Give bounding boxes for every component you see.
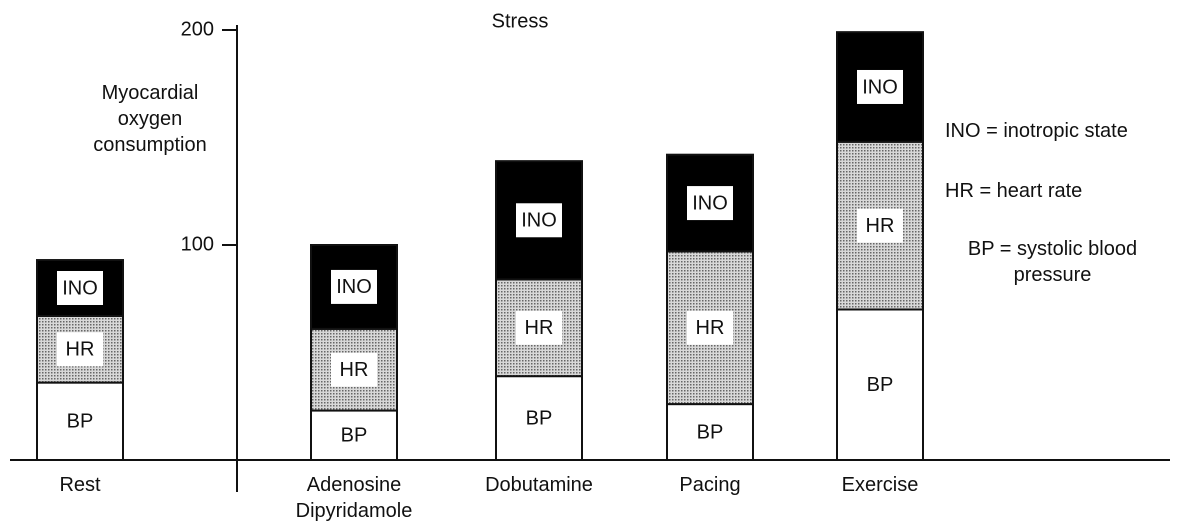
segment-label: BP: [526, 407, 553, 429]
segment-label: HR: [66, 339, 95, 361]
segment-label-box: [57, 271, 103, 305]
legend-entry: BP = systolic blood pressure: [967, 238, 1138, 286]
segment-label-box: [687, 186, 733, 221]
legend-entry: HR = heart rate: [945, 180, 1083, 202]
segment-label-box: [57, 332, 103, 367]
segment-label-box: [516, 203, 562, 238]
segment-label: BP: [67, 411, 94, 433]
x-tick-label: Rest: [59, 474, 101, 496]
y-axis-label: Myocardial oxygen consumption: [93, 82, 207, 156]
segment-label-box: [516, 310, 562, 345]
segment-label: HR: [696, 317, 725, 339]
segment-label-box: [857, 69, 903, 104]
segment-label-box: [687, 310, 733, 345]
segment-label: BP: [697, 421, 724, 443]
segment-label: INO: [62, 277, 98, 299]
segment-label: HR: [340, 359, 369, 381]
y-tick-label: 200: [181, 18, 214, 40]
segment-label-box: [331, 418, 377, 453]
segment-label: INO: [521, 210, 557, 232]
x-tick-label: Exercise: [841, 474, 919, 496]
segment-label-box: [516, 401, 562, 436]
segment-label: BP: [867, 374, 894, 396]
x-tick-label: Dobutamine: [485, 474, 593, 496]
x-tick-label: Adenosine Dipyridamole: [295, 474, 413, 522]
segment-label: INO: [862, 76, 898, 98]
x-tick-label: Pacing: [679, 474, 741, 496]
y-tick-label: 100: [181, 233, 214, 255]
segment-label-box: [331, 269, 377, 304]
legend-entry: INO = inotropic state: [945, 120, 1128, 142]
segment-label-box: [57, 404, 103, 439]
segment-label: INO: [692, 192, 728, 214]
segment-label-box: [857, 208, 903, 243]
segment-label: HR: [866, 215, 895, 237]
segment-label-box: [331, 352, 377, 387]
segment-label: INO: [336, 276, 372, 298]
annotation: Stress: [492, 10, 549, 32]
segment-label-box: [857, 367, 903, 402]
segment-label: BP: [341, 425, 368, 447]
segment-label: HR: [525, 317, 554, 339]
segment-label-box: [687, 415, 733, 450]
